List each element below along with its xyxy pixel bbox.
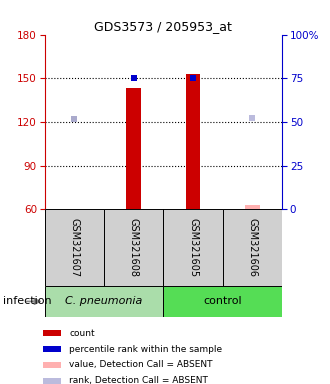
Bar	[43, 330, 61, 336]
Text: GSM321605: GSM321605	[188, 218, 198, 277]
Bar	[126, 88, 141, 209]
Text: GSM321607: GSM321607	[69, 218, 79, 277]
Text: value, Detection Call = ABSENT: value, Detection Call = ABSENT	[69, 361, 213, 369]
Text: GSM321608: GSM321608	[129, 218, 139, 277]
Bar	[245, 205, 260, 209]
Text: count: count	[69, 329, 95, 338]
Text: control: control	[203, 296, 242, 306]
Text: infection: infection	[3, 296, 52, 306]
Bar	[163, 209, 223, 286]
Bar	[185, 74, 200, 209]
Bar	[163, 286, 282, 317]
Title: GDS3573 / 205953_at: GDS3573 / 205953_at	[94, 20, 232, 33]
Bar	[223, 209, 282, 286]
Bar	[43, 362, 61, 368]
Bar	[45, 286, 163, 317]
Text: GSM321606: GSM321606	[248, 218, 257, 277]
Bar	[45, 209, 104, 286]
Text: rank, Detection Call = ABSENT: rank, Detection Call = ABSENT	[69, 376, 208, 384]
Text: C. pneumonia: C. pneumonia	[65, 296, 143, 306]
Text: percentile rank within the sample: percentile rank within the sample	[69, 345, 222, 354]
Bar	[104, 209, 163, 286]
Bar	[43, 378, 61, 384]
Bar	[43, 346, 61, 353]
